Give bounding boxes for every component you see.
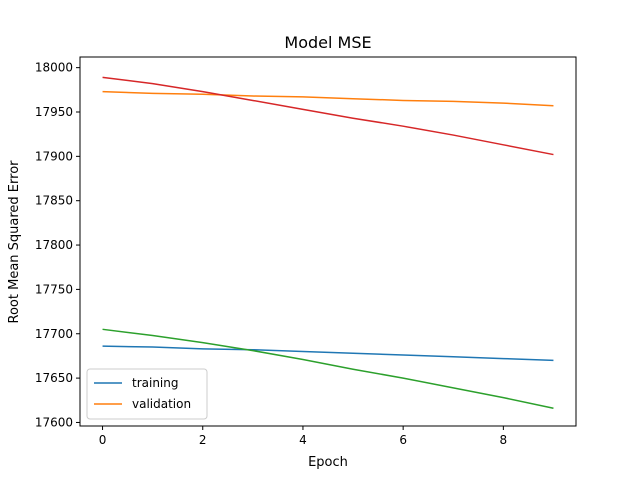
y-tick-label: 18000 [35,61,73,75]
series-line-2 [102,90,554,107]
legend: training validation [86,368,208,420]
y-axis-label: Root Mean Squared Error [7,160,22,324]
x-tick-label: 0 [99,433,107,447]
y-tick-label: 17750 [35,282,73,296]
y-tick-label: 17650 [35,371,73,385]
y-tick-label: 17600 [35,415,73,429]
x-tick-label: 6 [399,433,407,447]
series-line-1 [102,345,554,362]
y-tick-label: 17900 [35,149,73,163]
x-axis-label: Epoch [308,455,348,470]
x-tick-label: 8 [500,433,508,447]
legend-box [86,368,208,420]
plot-frame [79,56,577,427]
series-line-4 [102,328,554,409]
legend-label: validation [132,397,191,411]
y-tick-label: 17800 [35,238,73,252]
y-tick-label: 17700 [35,327,73,341]
series-line-3 [102,76,554,156]
x-tick-label: 2 [199,433,207,447]
chart-title: Model MSE [284,33,371,52]
legend-label: training [132,376,179,390]
y-tick-label: 17850 [35,194,73,208]
x-tick-label: 4 [299,433,307,447]
y-tick-label: 17950 [35,105,73,119]
